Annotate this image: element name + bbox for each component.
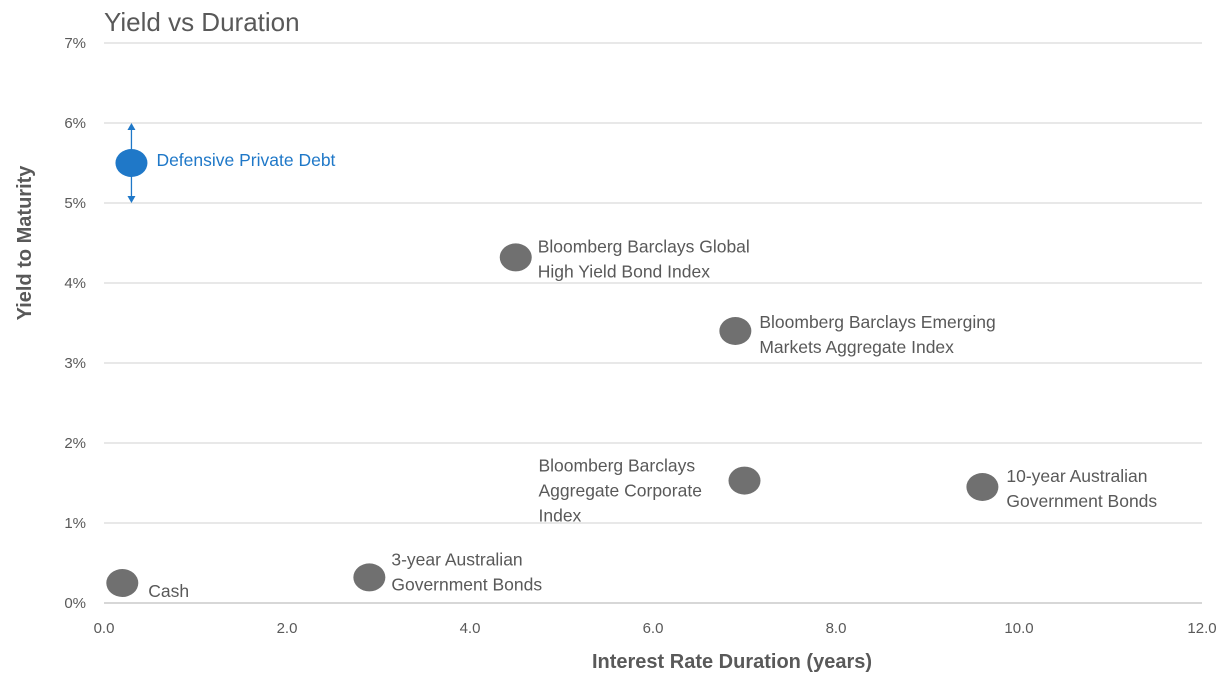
x-tick-label: 6.0 bbox=[643, 620, 664, 637]
y-axis-ticks: 0% 1% 2% 3% 4% 5% 6% 7% bbox=[64, 35, 86, 612]
point-marker bbox=[966, 473, 999, 501]
x-tick-label: 4.0 bbox=[460, 620, 481, 637]
point-label: Defensive Private Debt bbox=[156, 150, 335, 170]
x-tick-label: 0.0 bbox=[94, 620, 115, 637]
point-label-line: Bloomberg Barclays bbox=[539, 456, 696, 476]
point-label: Cash bbox=[148, 581, 189, 601]
point-label: Bloomberg Barclays Emerging Markets Aggre… bbox=[759, 312, 995, 357]
y-tick-label: 5% bbox=[64, 195, 86, 212]
point-label: Bloomberg Barclays Global High Yield Bond… bbox=[538, 236, 750, 281]
range-arrow-up bbox=[127, 123, 136, 130]
point-marker bbox=[719, 317, 752, 345]
point-label: 3-year Australian Government Bonds bbox=[391, 549, 542, 594]
point-label-line: 10-year Australian bbox=[1006, 466, 1147, 486]
x-tick-label: 8.0 bbox=[826, 620, 847, 637]
y-axis-title: Yield to Maturity bbox=[14, 165, 36, 321]
point-marker bbox=[115, 149, 148, 177]
point-marker bbox=[106, 569, 139, 597]
y-tick-label: 2% bbox=[64, 435, 86, 452]
point-label: 10-year Australian Government Bonds bbox=[1006, 466, 1157, 511]
point-marker bbox=[728, 466, 761, 495]
gridlines bbox=[104, 42, 1202, 604]
y-tick-label: 1% bbox=[64, 515, 86, 532]
point-label-line: Index bbox=[539, 506, 582, 526]
point-label-line: Cash bbox=[148, 581, 189, 601]
scatter-point: Defensive Private Debt bbox=[115, 123, 336, 203]
point-label-line: High Yield Bond Index bbox=[538, 261, 710, 281]
y-tick-label: 4% bbox=[64, 275, 86, 292]
point-label-line: Bloomberg Barclays Emerging bbox=[759, 312, 995, 332]
x-tick-label: 12.0 bbox=[1187, 620, 1216, 637]
scatter-point: 10-year Australian Government Bonds bbox=[966, 466, 1157, 511]
scatter-point: Bloomberg Barclays Emerging Markets Aggre… bbox=[719, 312, 996, 357]
chart-title: Yield vs Duration bbox=[104, 7, 300, 37]
y-tick-label: 6% bbox=[64, 115, 86, 132]
x-axis-ticks: 0.0 2.0 4.0 6.0 8.0 10.0 12.0 bbox=[94, 620, 1217, 637]
x-tick-label: 2.0 bbox=[277, 620, 298, 637]
point-label-line: 3-year Australian bbox=[391, 549, 522, 569]
data-points: Defensive Private Debt Bloomberg Barclays… bbox=[106, 123, 1157, 601]
point-marker bbox=[353, 563, 386, 592]
point-label-line: Aggregate Corporate bbox=[539, 481, 702, 501]
y-tick-label: 7% bbox=[64, 35, 86, 52]
x-tick-label: 10.0 bbox=[1004, 620, 1033, 637]
scatter-point: 3-year Australian Government Bonds bbox=[353, 549, 542, 594]
y-tick-label: 3% bbox=[64, 355, 86, 372]
point-label-line: Defensive Private Debt bbox=[156, 150, 335, 170]
scatter-point: Bloomberg Barclays Global High Yield Bond… bbox=[499, 236, 750, 281]
range-arrow-down bbox=[127, 196, 136, 203]
x-axis-title: Interest Rate Duration (years) bbox=[592, 651, 872, 673]
point-label-line: Markets Aggregate Index bbox=[759, 337, 954, 357]
point-marker bbox=[499, 243, 532, 272]
point-label-line: Bloomberg Barclays Global bbox=[538, 236, 750, 256]
point-label-line: Government Bonds bbox=[1006, 491, 1157, 511]
scatter-point: Cash bbox=[106, 569, 189, 601]
point-label: Bloomberg Barclays Aggregate Corporate Ind… bbox=[539, 456, 702, 526]
scatter-point: Bloomberg Barclays Aggregate Corporate Ind… bbox=[539, 456, 761, 526]
point-label-line: Government Bonds bbox=[391, 574, 542, 594]
y-tick-label: 0% bbox=[64, 595, 86, 612]
